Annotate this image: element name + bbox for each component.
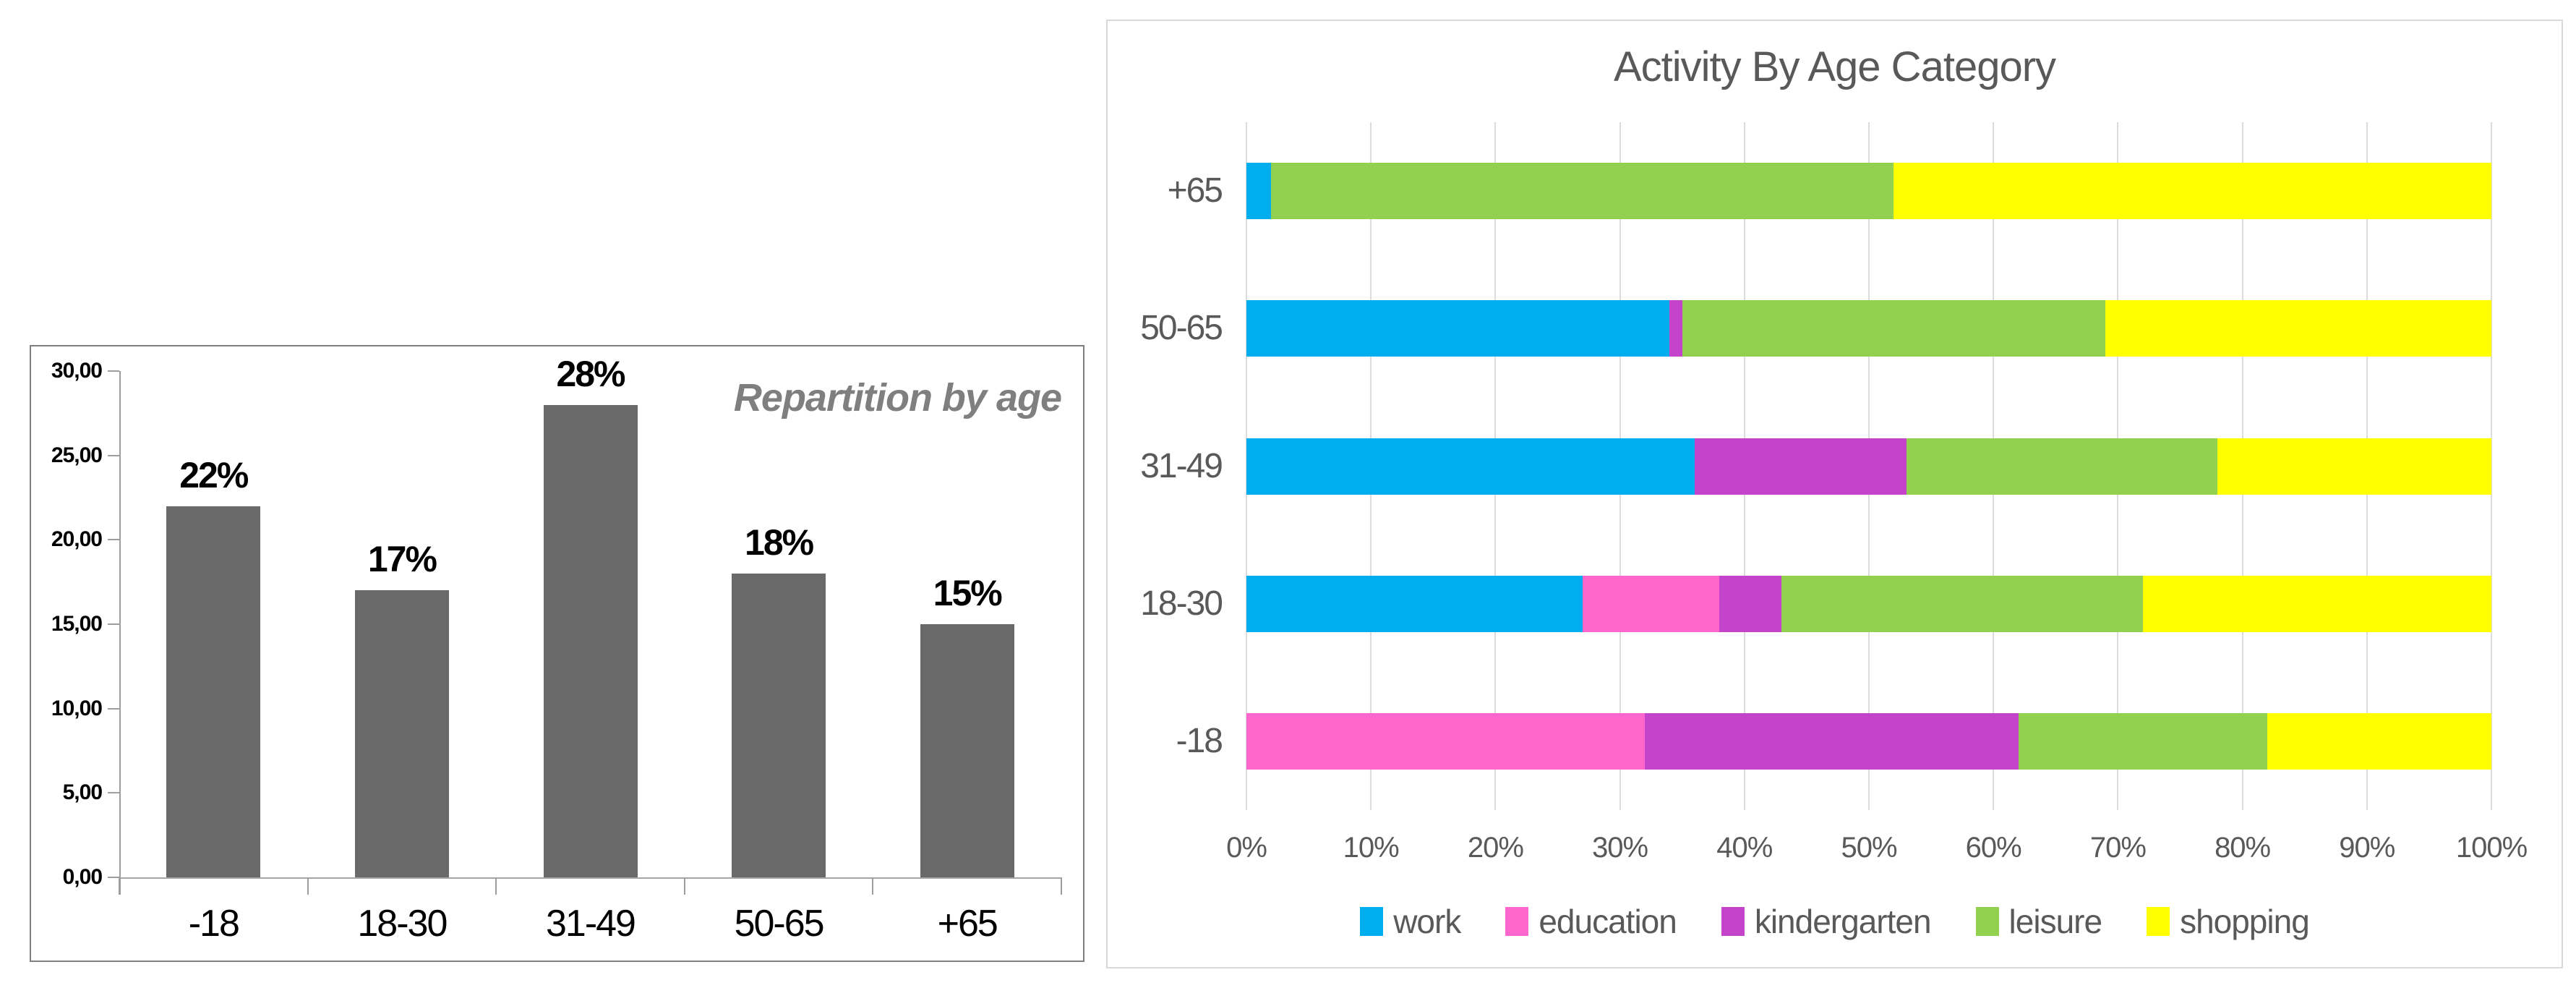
bar-segment-shopping: [2217, 438, 2491, 495]
legend-item: work: [1360, 903, 1461, 940]
bar-value-label: 18%: [745, 522, 814, 563]
x-tick-label: 30%: [1592, 832, 1648, 864]
y-axis-line: [119, 371, 121, 895]
x-axis-line: [119, 877, 1061, 879]
y-tick-label: 25,00: [51, 443, 103, 467]
repartition-chart-panel: Repartition by age 0,00 5,00 10,00 15,00 20,…: [30, 345, 1084, 962]
legend-item: leisure: [1975, 903, 2103, 940]
bar-value-label: 17%: [367, 539, 437, 580]
x-category-label: 50-65: [734, 903, 825, 945]
legend: work education kindergarten leisure shopping: [1108, 889, 2562, 954]
x-category-label: -18: [188, 903, 240, 945]
legend-label: leisure: [2008, 903, 2103, 940]
y-tick-mark: [108, 454, 119, 456]
x-tick-label: 90%: [2339, 832, 2395, 864]
x-tick-label: 70%: [2089, 832, 2147, 864]
x-tick-mark: [495, 877, 497, 895]
category-label: +65: [1167, 171, 1223, 210]
bar-value-label: 28%: [556, 353, 625, 394]
bar-segment-shopping: [2105, 300, 2491, 357]
bar-segment-work: [1246, 438, 1695, 495]
bar-segment-work: [1246, 300, 1670, 357]
bar-segment-shopping: [2142, 575, 2491, 632]
y-tick-mark: [108, 877, 119, 878]
x-tick-label: 50%: [1841, 832, 1897, 864]
bar-segment-work: [1246, 575, 1583, 632]
y-tick-label: 15,00: [51, 612, 103, 636]
category-label: 18-30: [1140, 584, 1223, 623]
x-tick-mark: [119, 877, 120, 895]
legend-swatch-kindergarten: [1721, 907, 1745, 936]
x-tick-label: 40%: [1716, 832, 1773, 864]
legend-swatch-education: [1505, 907, 1529, 936]
right-chart-plot: 0% 10% 20% 30% 40% 50% 60% 70% 80% 90% 100% +65 50-6…: [1108, 21, 2562, 967]
category-label: -18: [1176, 721, 1223, 760]
x-category-label: 18-30: [357, 903, 448, 945]
left-chart-plot: 0,00 5,00 10,00 15,00 20,00 25,00 30,00 22% -18 1…: [31, 346, 1083, 961]
bar-value-label: 22%: [179, 454, 249, 495]
bar: [354, 590, 449, 877]
y-tick-label: 20,00: [51, 527, 103, 552]
bar-segment-kindergarten: [1694, 438, 1907, 495]
bar-segment-leisure: [1271, 163, 1894, 220]
legend-item: education: [1505, 903, 1677, 940]
activity-chart-panel: Activity By Age Category 0% 10% 20% 30% 40% 5…: [1106, 20, 2563, 968]
bar: [920, 624, 1014, 877]
category-label: 50-65: [1140, 309, 1223, 348]
x-tick-mark: [872, 877, 874, 895]
bar-segment-leisure: [1781, 575, 2143, 632]
x-tick-label: 80%: [2215, 832, 2271, 864]
legend-item: shopping: [2147, 903, 2310, 940]
legend-label: kindergarten: [1754, 903, 1932, 940]
y-tick-mark: [108, 539, 119, 541]
bar-segment-shopping: [2267, 712, 2491, 770]
legend-label: education: [1539, 903, 1677, 940]
bar-segment-kindergarten: [1669, 300, 1682, 357]
y-tick-label: 0,00: [62, 865, 103, 889]
right-chart-title: Activity By Age Category: [1613, 43, 2056, 90]
y-tick-label: 5,00: [62, 780, 103, 805]
bar-segment-kindergarten: [1645, 712, 2019, 770]
x-category-label: +65: [937, 903, 998, 945]
legend-swatch-leisure: [1975, 907, 1999, 936]
x-tick-mark: [1061, 877, 1062, 895]
y-tick-mark: [108, 370, 119, 372]
x-tick-label: 0%: [1226, 832, 1267, 864]
legend-item: kindergarten: [1721, 903, 1932, 940]
gridline: [2491, 122, 2492, 810]
bar-segment-leisure: [1906, 438, 2218, 495]
legend-label: shopping: [2180, 903, 2310, 940]
bar: [732, 574, 826, 877]
x-tick-mark: [307, 877, 309, 895]
y-tick-label: 10,00: [51, 696, 103, 720]
legend-label: work: [1393, 903, 1461, 940]
legend-swatch-work: [1360, 907, 1384, 936]
bar: [166, 506, 261, 877]
x-tick-label: 10%: [1343, 832, 1400, 864]
bar-segment-leisure: [2018, 712, 2268, 770]
left-chart-title: Repartition by age: [733, 376, 1062, 420]
bar-segment-leisure: [1682, 300, 2106, 357]
category-label: 31-49: [1140, 446, 1223, 485]
bar-value-label: 15%: [933, 573, 1003, 613]
bar-segment-education: [1582, 575, 1720, 632]
x-tick-label: 60%: [1965, 832, 2022, 864]
x-tick-label: 100%: [2455, 832, 2528, 864]
legend-swatch-shopping: [2147, 907, 2170, 936]
y-tick-mark: [108, 707, 119, 710]
x-category-label: 31-49: [545, 903, 636, 945]
bar-segment-kindergarten: [1719, 575, 1782, 632]
bar-segment-work: [1246, 163, 1272, 220]
y-tick-label: 30,00: [51, 359, 103, 383]
y-tick-mark: [108, 792, 119, 794]
x-tick-label: 20%: [1467, 832, 1524, 864]
y-tick-mark: [108, 623, 119, 625]
bar-segment-shopping: [1894, 163, 2491, 220]
x-tick-mark: [683, 877, 685, 895]
bar: [543, 404, 638, 877]
bar-segment-education: [1246, 712, 1646, 770]
